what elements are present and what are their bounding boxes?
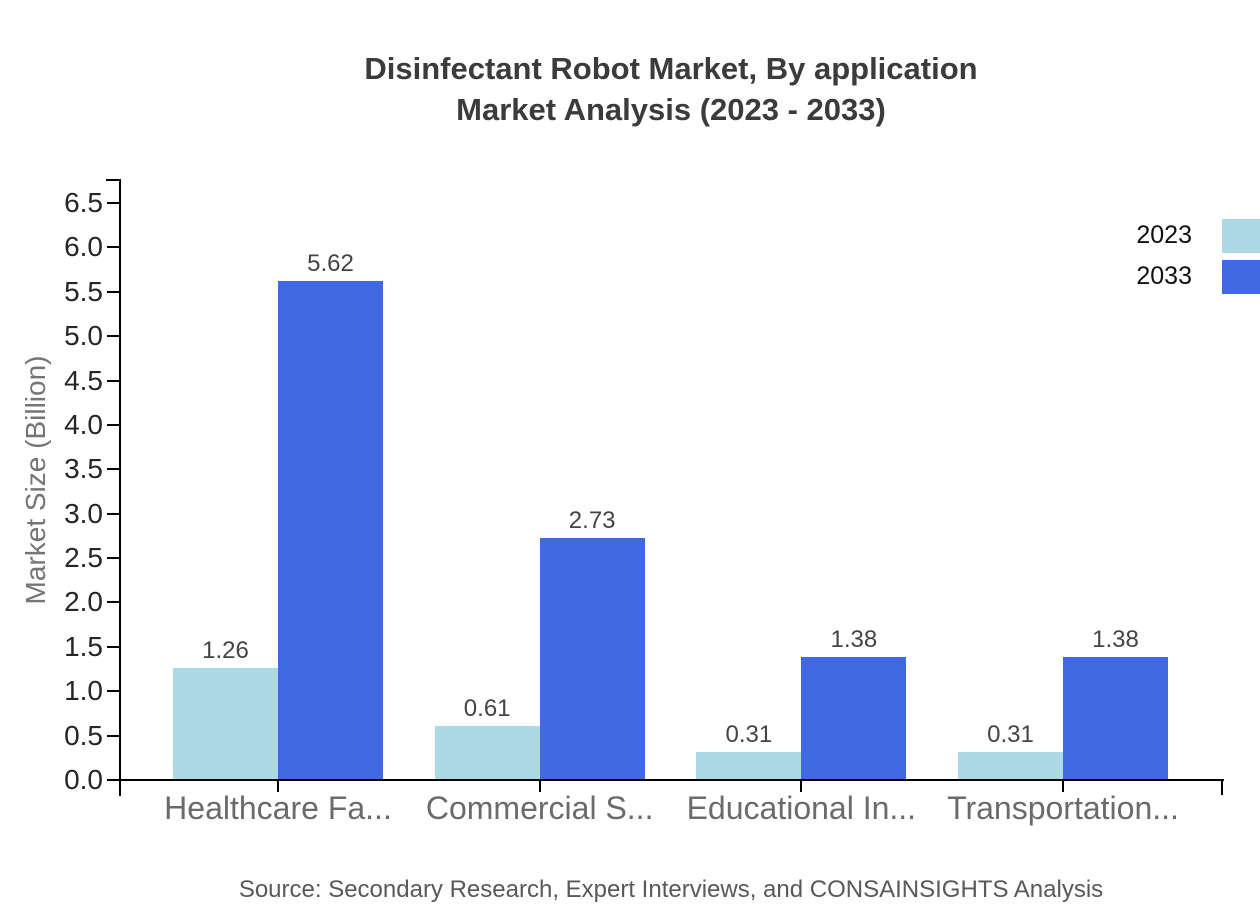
bar-2033 xyxy=(539,537,645,780)
x-tick-mark xyxy=(1062,780,1064,792)
bar-2023 xyxy=(173,668,278,780)
y-tick-mark xyxy=(107,423,119,426)
y-tick-mark xyxy=(107,779,119,781)
y-tick-mark xyxy=(107,690,119,693)
y-tick-label: 6.5 xyxy=(64,186,103,218)
y-tick-label: 6.0 xyxy=(64,231,103,263)
y-tick-label: 5.0 xyxy=(64,320,103,352)
y-tick-label: 0.5 xyxy=(64,719,103,751)
y-tick-label: 4.5 xyxy=(64,364,103,396)
bar-value-label: 2.73 xyxy=(568,506,616,534)
legend: 2023 2033 xyxy=(1040,215,1260,297)
y-tick-mark xyxy=(107,468,119,471)
y-tick-mark xyxy=(107,601,119,604)
source-note: Source: Secondary Research, Expert Inter… xyxy=(238,876,1104,903)
bar-value-label: 5.62 xyxy=(307,250,354,278)
legend-swatch xyxy=(1222,259,1260,294)
chart-title-line2: Market Analysis (2023 - 2033) xyxy=(456,92,886,127)
bar-2033 xyxy=(1063,657,1168,780)
y-tick-mark xyxy=(107,512,119,515)
y-tick-label: 1.5 xyxy=(64,630,103,662)
bar-value-label: 1.38 xyxy=(1092,626,1139,654)
x-category-label: Educational In... xyxy=(686,790,917,826)
chart-title: Disinfectant Robot Market, By applicatio… xyxy=(120,48,1222,130)
x-tick-mark xyxy=(277,780,279,792)
legend-label: 2023 xyxy=(1136,221,1192,249)
y-tick-mark xyxy=(107,557,119,560)
y-tick-mark xyxy=(107,290,119,293)
y-tick-mark xyxy=(107,201,119,204)
legend-swatch xyxy=(1222,218,1260,253)
y-tick-mark xyxy=(107,335,119,338)
bar-2023 xyxy=(434,725,540,780)
y-tick-label: 3.0 xyxy=(64,497,103,529)
legend-label: 2033 xyxy=(1136,262,1192,290)
bar-2023 xyxy=(696,752,802,780)
x-category-label: Healthcare Fa... xyxy=(164,790,392,826)
y-tick-label: 2.0 xyxy=(64,586,103,618)
y-axis-top-cap xyxy=(106,179,121,181)
y-tick-mark xyxy=(107,734,119,737)
bar-2033 xyxy=(801,657,907,780)
y-tick-label: 3.5 xyxy=(64,453,103,485)
y-tick-label: 1.0 xyxy=(64,675,103,707)
bar-value-label: 0.31 xyxy=(725,721,773,749)
x-tick-mark xyxy=(800,780,803,792)
bar-value-label: 0.61 xyxy=(463,694,511,722)
legend-item: 2023 xyxy=(1040,215,1260,256)
x-axis-line xyxy=(119,779,1224,781)
y-tick-label: 4.0 xyxy=(64,408,103,440)
y-tick-mark xyxy=(107,645,119,648)
bar-value-label: 1.38 xyxy=(830,626,878,654)
y-tick-mark xyxy=(107,246,119,249)
x-category-label: Commercial S... xyxy=(425,790,654,826)
bar-2033 xyxy=(278,281,383,780)
y-tick-mark xyxy=(107,379,119,382)
bar-value-label: 1.26 xyxy=(202,637,249,665)
chart-title-line1: Disinfectant Robot Market, By applicatio… xyxy=(364,51,978,86)
y-axis-line xyxy=(119,179,121,796)
y-tick-label: 2.5 xyxy=(64,542,103,574)
bar-value-label: 0.31 xyxy=(987,721,1034,749)
x-tick-mark xyxy=(538,780,541,792)
y-tick-label: 0.0 xyxy=(64,764,103,795)
legend-item: 2033 xyxy=(1040,256,1260,297)
bar-2023 xyxy=(958,752,1063,780)
x-category-label: Transportation... xyxy=(947,790,1179,826)
y-tick-label: 5.5 xyxy=(64,275,103,307)
x-axis-end-cap xyxy=(1221,779,1223,795)
